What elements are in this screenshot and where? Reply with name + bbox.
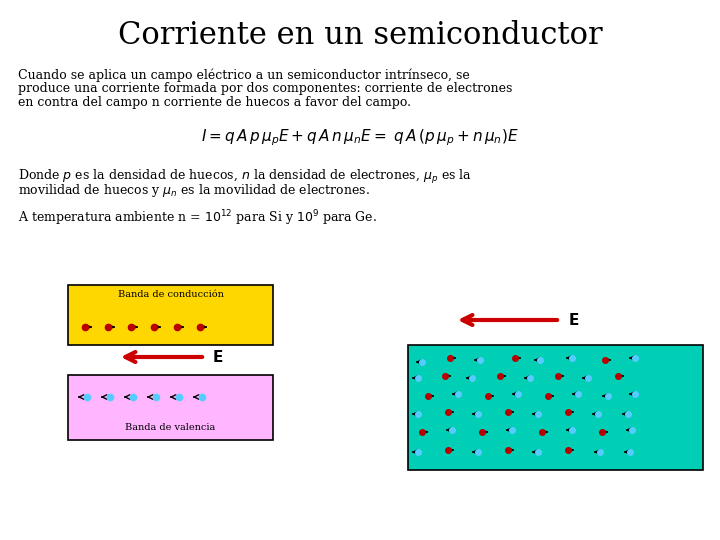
Text: A temperatura ambiente n = $10^{12}$ para Si y $10^9$ para Ge.: A temperatura ambiente n = $10^{12}$ par… xyxy=(18,208,377,227)
Text: $I = q\,A\,p\,\mu_p E + q\,A\,n\,\mu_n E =\; q\,A\,(p\,\mu_p + n\,\mu_n)E$: $I = q\,A\,p\,\mu_p E + q\,A\,n\,\mu_n E… xyxy=(201,127,519,149)
Text: Donde $p$ es la densidad de huecos, $n$ la densidad de electrones, $\mu_p$ es la: Donde $p$ es la densidad de huecos, $n$ … xyxy=(18,168,472,186)
Text: $\mathbf{E}$: $\mathbf{E}$ xyxy=(212,349,223,365)
Bar xyxy=(408,345,703,470)
Text: Banda de conducción: Banda de conducción xyxy=(117,290,223,299)
Text: Corriente en un semiconductor: Corriente en un semiconductor xyxy=(117,21,603,51)
Bar xyxy=(68,285,273,345)
Text: Cuando se aplica un campo eléctrico a un semiconductor intrínseco, se: Cuando se aplica un campo eléctrico a un… xyxy=(18,68,469,82)
Bar xyxy=(68,375,273,440)
Text: movilidad de huecos y $\mu_n$ es la movilidad de electrones.: movilidad de huecos y $\mu_n$ es la movi… xyxy=(18,182,370,199)
Text: Banda de valencia: Banda de valencia xyxy=(125,423,215,432)
Text: en contra del campo n corriente de huecos a favor del campo.: en contra del campo n corriente de hueco… xyxy=(18,96,411,109)
Text: $\mathbf{E}$: $\mathbf{E}$ xyxy=(568,312,580,328)
Text: produce una corriente formada por dos componentes: corriente de electrones: produce una corriente formada por dos co… xyxy=(18,82,513,95)
